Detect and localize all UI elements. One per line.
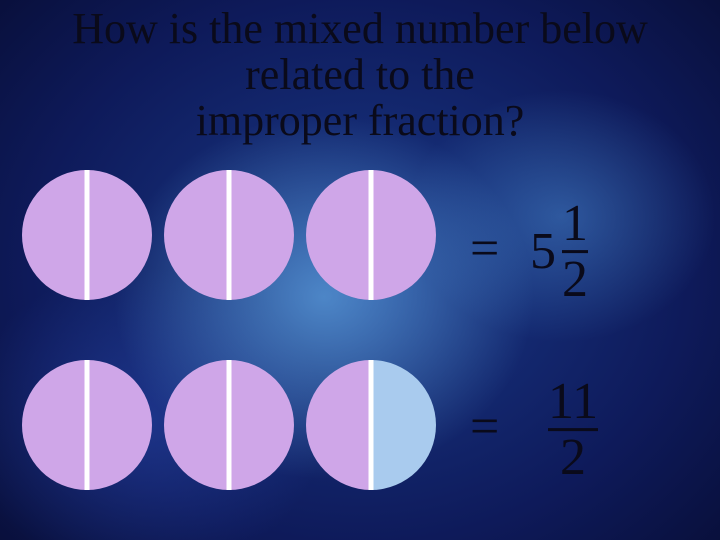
- half-left: [22, 170, 87, 300]
- circle-1-2: [164, 170, 294, 300]
- whole-part: 5: [530, 223, 556, 282]
- denominator: 2: [560, 434, 586, 483]
- equals-sign: =: [470, 220, 499, 279]
- half-right: [371, 170, 436, 300]
- circle-row-1: [22, 170, 436, 300]
- half-left: [164, 360, 229, 490]
- numerator: 11: [548, 377, 598, 426]
- half-right: [87, 170, 152, 300]
- equals-sign: =: [470, 398, 499, 457]
- circle-2-2: [164, 360, 294, 490]
- improper-fraction: 11 2: [548, 377, 598, 483]
- circle-2-1: [22, 360, 152, 490]
- denominator: 2: [562, 256, 588, 305]
- numerator: 1: [562, 199, 588, 248]
- circle-divider: [85, 360, 90, 490]
- half-left: [306, 360, 371, 490]
- equation-mixed-number: = 5 1 2: [470, 192, 690, 312]
- half-right: [229, 360, 294, 490]
- circle-divider: [227, 360, 232, 490]
- circle-divider: [85, 170, 90, 300]
- half-right: [87, 360, 152, 490]
- circle-row-2: [22, 360, 436, 490]
- half-left: [22, 360, 87, 490]
- half-right: [371, 360, 436, 490]
- half-right: [229, 170, 294, 300]
- equation-improper-fraction: = 11 2: [470, 370, 690, 490]
- fraction-part: 1 2: [562, 199, 588, 305]
- circle-divider: [369, 360, 374, 490]
- mixed-number: 5 1 2: [530, 199, 588, 305]
- title-line-3: improper fraction?: [0, 98, 720, 144]
- circle-1-1: [22, 170, 152, 300]
- half-left: [164, 170, 229, 300]
- half-left: [306, 170, 371, 300]
- circle-divider: [369, 170, 374, 300]
- title-line-2: related to the: [0, 52, 720, 98]
- circle-1-3: [306, 170, 436, 300]
- circle-divider: [227, 170, 232, 300]
- fraction-part: 11 2: [548, 377, 598, 483]
- slide-title: How is the mixed number below related to…: [0, 6, 720, 145]
- circle-2-3: [306, 360, 436, 490]
- title-line-1: How is the mixed number below: [0, 6, 720, 52]
